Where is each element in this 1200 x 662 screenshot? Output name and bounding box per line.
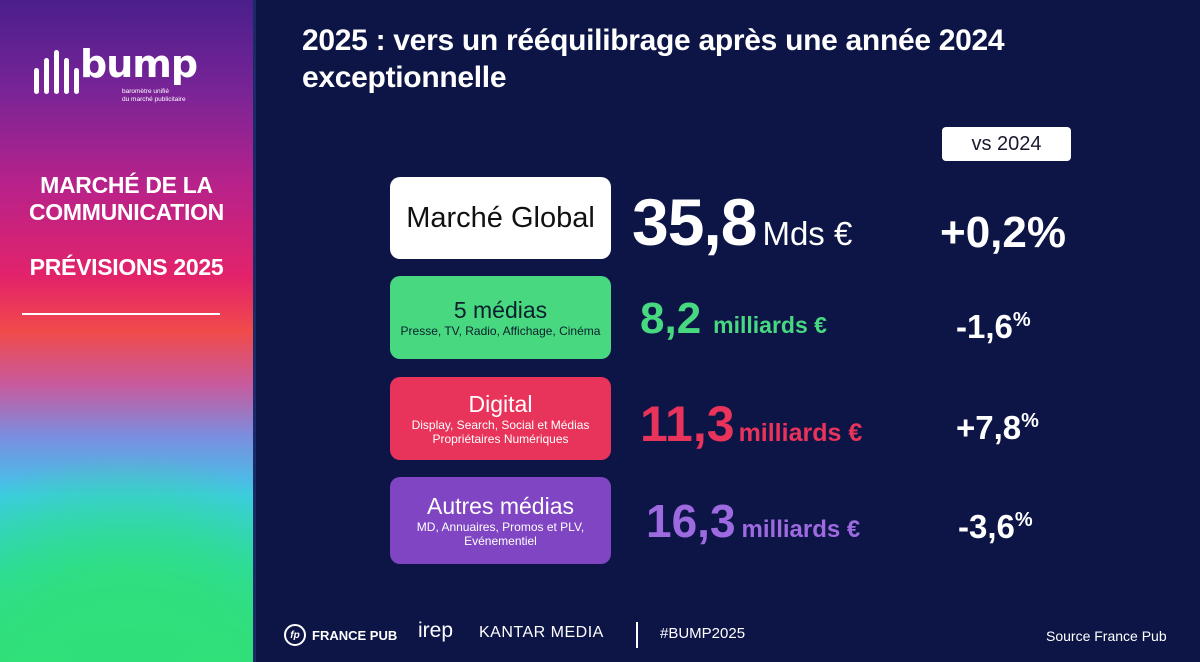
sidebar-divider <box>22 313 220 315</box>
kantar-media-logo: KANTAR MEDIA <box>479 624 604 641</box>
media-value: 8,2 milliards € <box>640 294 827 343</box>
other-media-label: Autres médias <box>426 493 574 519</box>
logo-tagline: baromètre unifié du marché publicitaire <box>122 88 186 103</box>
france-pub-logo: fp FRANCE PUB <box>284 622 397 648</box>
digital-change: +7,8% <box>956 409 1039 446</box>
global-market-change: +0,2% <box>940 208 1066 257</box>
page-title: 2025 : vers un rééquilibrage après une a… <box>302 24 1005 94</box>
vs-2024-badge: vs 2024 <box>942 127 1071 161</box>
media-change: -1,6% <box>956 308 1031 345</box>
sidebar-subtitle: PRÉVISIONS 2025 <box>29 254 224 280</box>
digital-label: Digital <box>468 391 533 417</box>
media-sublabel: Presse, TV, Radio, Affichage, Cinéma <box>400 324 601 338</box>
global-market-label: Marché Global <box>406 201 595 234</box>
logo-wordmark: bump <box>80 42 198 86</box>
other-media-sublabel: MD, Annuaires, Promos et PLV, Evénementi… <box>416 520 585 548</box>
digital-value: 11,3 milliards € <box>640 396 863 452</box>
global-market-value: 35,8 Mds € <box>632 185 853 259</box>
other-media-box: Autres médias MD, Annuaires, Promos et P… <box>390 477 611 564</box>
digital-box: Digital Display, Search, Social et Média… <box>390 377 611 460</box>
digital-sublabel: Display, Search, Social et Médias Propri… <box>411 418 590 446</box>
source-note: Source France Pub <box>1046 628 1167 644</box>
other-media-change: -3,6% <box>958 508 1033 545</box>
media-label: 5 médias <box>453 297 548 323</box>
footer-divider <box>636 622 638 648</box>
sidebar-title: MARCHÉ DE LA COMMUNICATION <box>29 172 224 225</box>
hashtag: #BUMP2025 <box>660 625 746 642</box>
sidebar-panel: bump baromètre unifié du marché publicit… <box>0 0 256 662</box>
global-market-box: Marché Global <box>390 177 611 259</box>
irep-logo: irep <box>418 619 454 642</box>
bump-logo: bump baromètre unifié du marché publicit… <box>34 42 214 103</box>
other-media-value: 16,3 milliards € <box>646 495 861 547</box>
media-box: 5 médias Presse, TV, Radio, Affichage, C… <box>390 276 611 359</box>
france-pub-icon: fp <box>284 624 306 646</box>
logo-bars-icon <box>34 50 79 94</box>
